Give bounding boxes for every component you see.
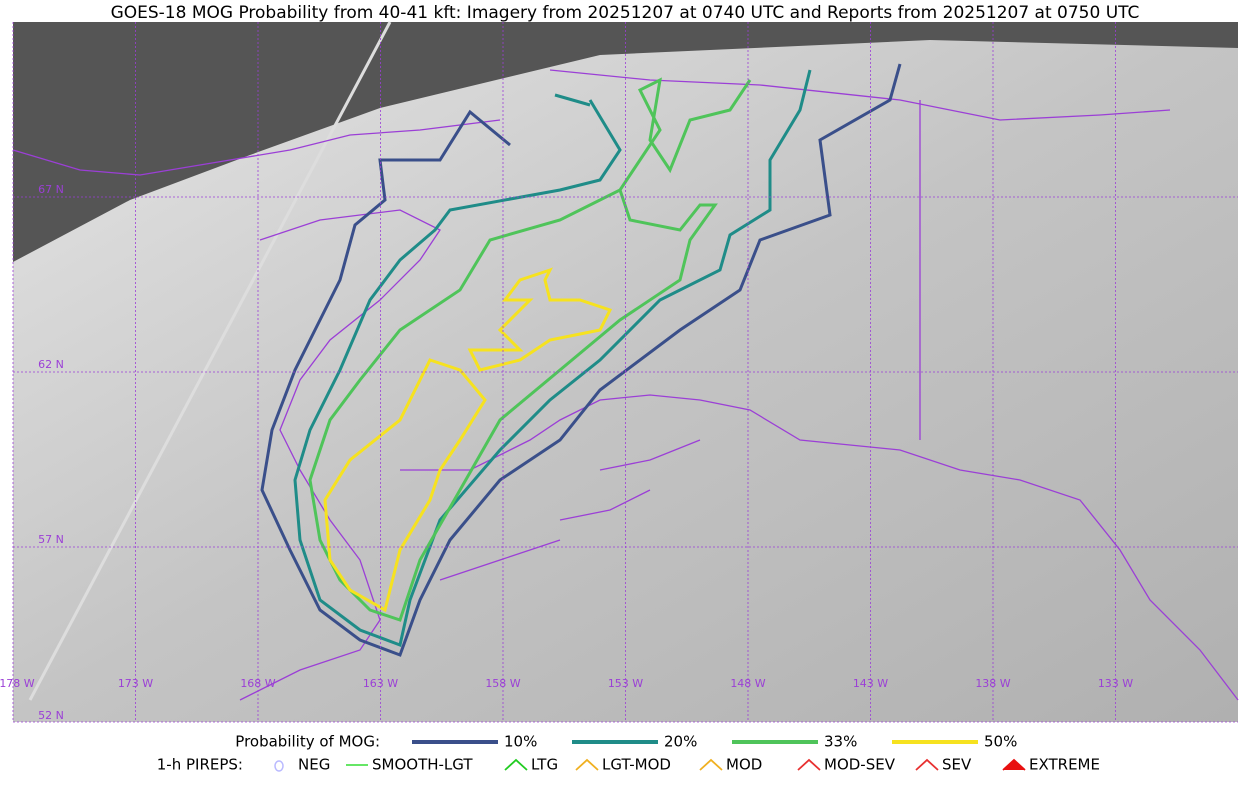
- pirep-icon: [274, 760, 284, 772]
- graticule: 67 N 62 N 57 N 52 N 178 W 173 W 168 W 163 W 158 …: [0, 22, 1238, 723]
- legend-label: LGT-MOD: [602, 756, 671, 774]
- longitude-label: 178 W: [0, 677, 35, 690]
- latitude-label: 62 N: [38, 358, 64, 371]
- longitude-label: 148 W: [730, 677, 765, 690]
- longitude-label: 163 W: [363, 677, 398, 690]
- longitude-label: 168 W: [240, 677, 275, 690]
- longitude-label: 173 W: [118, 677, 153, 690]
- pirep-icon: [915, 758, 939, 771]
- legend-label: 10%: [504, 733, 537, 751]
- legend-label: SEV: [942, 756, 972, 774]
- latitude-label: 67 N: [38, 183, 64, 196]
- longitude-label: 133 W: [1098, 677, 1133, 690]
- longitude-label: 153 W: [608, 677, 643, 690]
- scan-line: [28, 21, 392, 701]
- pirep-icon: [575, 758, 599, 771]
- legend-label: 33%: [824, 733, 857, 751]
- legend-title: Probability of MOG:: [235, 733, 380, 751]
- longitude-label: 143 W: [853, 677, 888, 690]
- legend: Probability of MOG: 10% 20% 33% 50% 1-h PIREP…: [157, 733, 1100, 774]
- legend-label: SMOOTH-LGT: [372, 756, 473, 774]
- pirep-icon: [1002, 758, 1026, 771]
- legend-label: EXTREME: [1029, 756, 1100, 774]
- legend-label: MOD: [726, 756, 762, 774]
- pirep-icon: [797, 758, 821, 771]
- legend-label: LTG: [531, 756, 558, 774]
- latitude-label: 52 N: [38, 709, 64, 722]
- no-data-region: [13, 22, 1238, 262]
- legend-label: 50%: [984, 733, 1017, 751]
- legend-label: MOD-SEV: [824, 756, 896, 774]
- pirep-icon: [504, 758, 528, 771]
- title: GOES-18 MOG Probability from 40-41 kft: …: [111, 3, 1140, 23]
- legend-title: 1-h PIREPS:: [157, 756, 243, 774]
- coastlines: [12, 69, 1239, 701]
- pirep-icon: [699, 758, 723, 771]
- mog-contours: [260, 63, 902, 657]
- latitude-label: 57 N: [38, 533, 64, 546]
- longitude-label: 138 W: [975, 677, 1010, 690]
- legend-label: 20%: [664, 733, 697, 751]
- longitude-label: 158 W: [485, 677, 520, 690]
- legend-label: NEG: [298, 756, 330, 774]
